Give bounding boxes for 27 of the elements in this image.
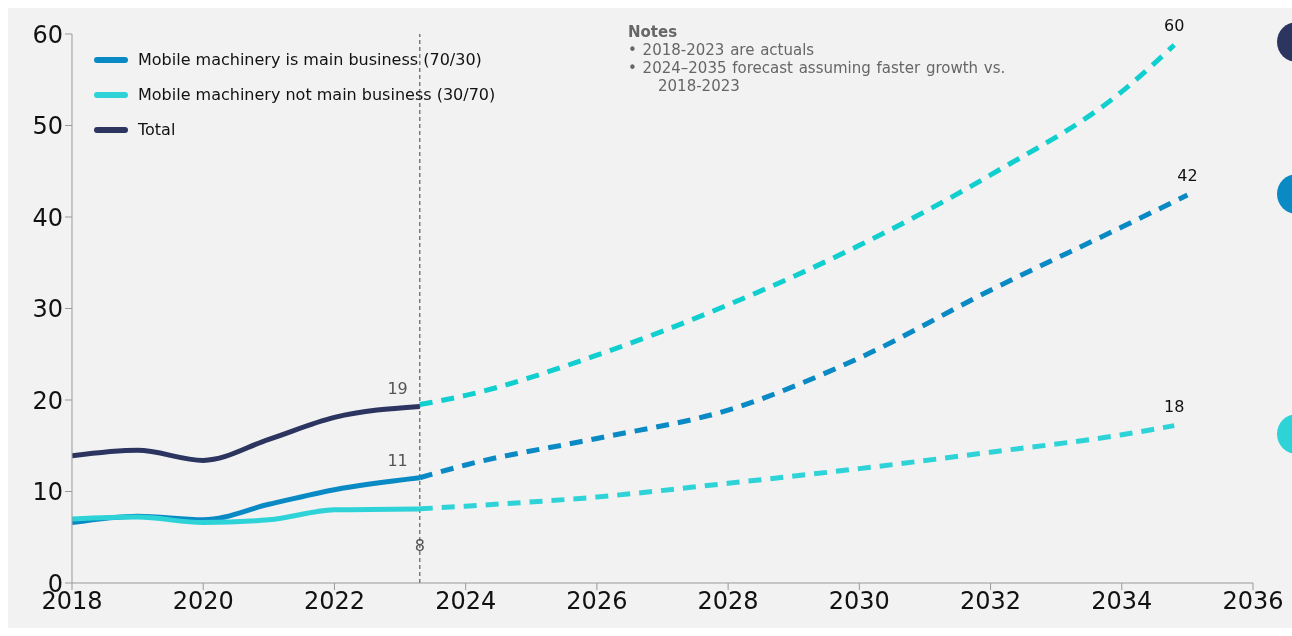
y-tick-label: 30: [32, 295, 63, 324]
annotation: Notes: [628, 23, 679, 41]
annotation: 60: [1164, 15, 1185, 35]
annotation: 8: [414, 535, 425, 555]
y-tick-label: 10: [32, 478, 63, 507]
annotation: 11: [387, 450, 408, 470]
x-tick-label: 2026: [566, 587, 628, 616]
y-tick-label: 50: [32, 112, 63, 141]
x-tick-label: 2034: [1091, 587, 1153, 616]
x-tick-label: 2028: [697, 587, 759, 616]
x-tick-label: 2032: [960, 587, 1022, 616]
annotation: • 2018-2023 are actuals: [628, 41, 816, 59]
y-tick-label: 60: [32, 20, 63, 49]
legend-label: Mobile machinery is main business (70/30): [138, 50, 482, 69]
x-tick-label: 2036: [1222, 587, 1284, 616]
x-tick-label: 2024: [435, 587, 497, 616]
legend-label: Total: [138, 120, 176, 139]
annotation: • 2024–2035 forecast assuming faster growth vs. 2018-2023: [628, 59, 1007, 95]
x-tick-label: 2030: [828, 587, 890, 616]
y-tick-label: 40: [32, 203, 63, 232]
x-tick-label: 2022: [303, 587, 365, 616]
x-tick-label: 2020: [172, 587, 234, 616]
legend-label: Mobile machinery not main business (30/70): [138, 85, 496, 104]
annotation: 42: [1177, 166, 1198, 186]
annotation: 18: [1164, 396, 1185, 416]
annotation: 19: [387, 379, 408, 399]
y-tick-label: 20: [32, 386, 63, 415]
